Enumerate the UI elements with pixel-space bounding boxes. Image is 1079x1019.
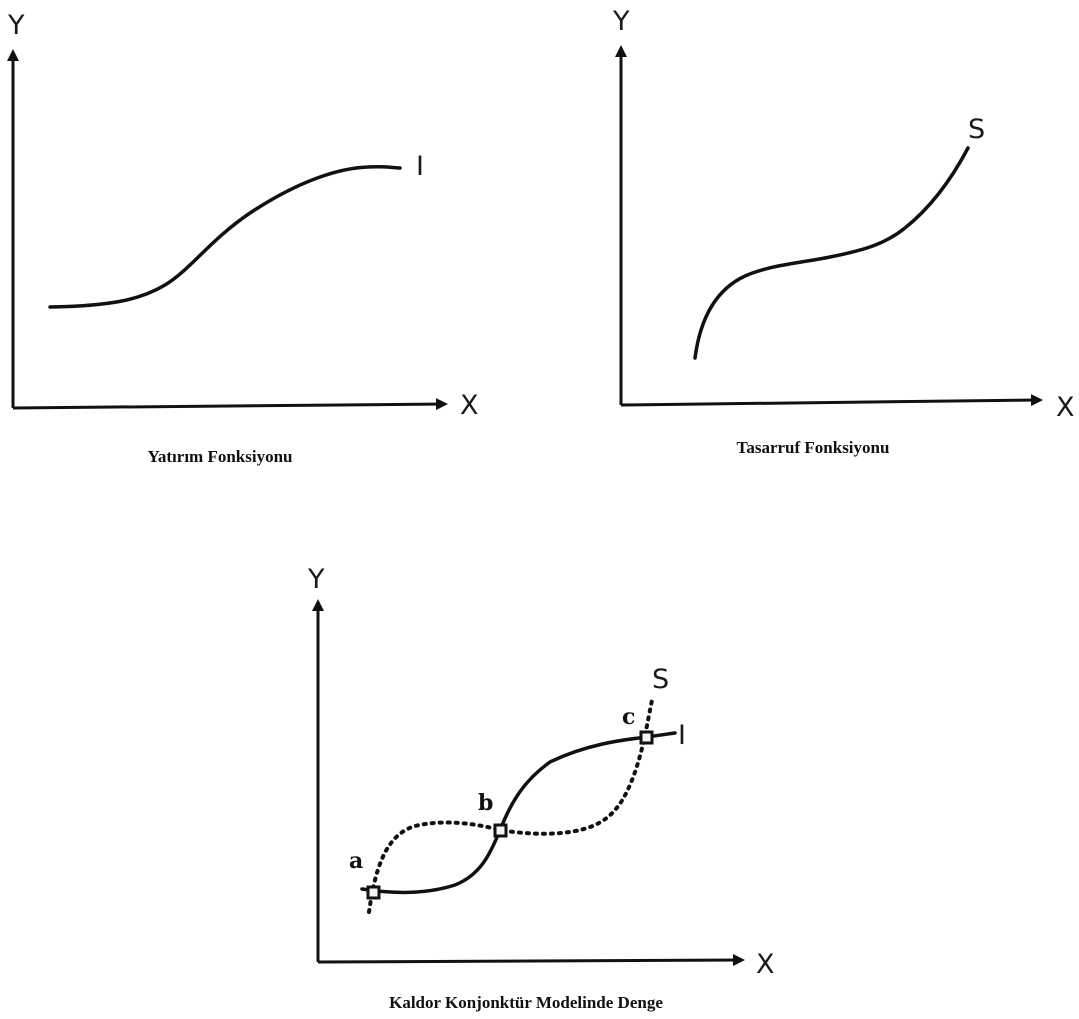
saving-y-axis-label: Y — [612, 6, 630, 37]
equilibrium-point-a — [366, 885, 381, 900]
equilibrium-point-b — [493, 823, 508, 838]
investment-caption: Yatırım Fonksiyonu — [148, 447, 293, 466]
saving-x-axis-label: X — [1056, 392, 1075, 423]
saving-caption: Tasarruf Fonksiyonu — [737, 438, 890, 457]
equilibrium-investment-curve — [360, 731, 677, 895]
investment-x-axis — [12, 398, 448, 411]
equilibrium-panel: Y X S I a b c Kaldor Konjonktür Modelind… — [307, 564, 775, 1012]
saving-panel: Y X S Tasarruf Fonksiyonu — [612, 6, 1075, 457]
investment-y-axis-label: Y — [7, 10, 25, 41]
equilibrium-caption: Kaldor Konjonktür Modelinde Denge — [389, 993, 663, 1012]
equilibrium-point-b-label: b — [478, 790, 493, 816]
equilibrium-saving-label: S — [652, 664, 669, 695]
investment-panel: Y X I Yatırım Fonksiyonu — [6, 10, 479, 466]
equilibrium-y-axis-label: Y — [307, 564, 325, 595]
equilibrium-investment-label: I — [678, 720, 686, 751]
investment-curve-label: I — [416, 151, 424, 182]
equilibrium-x-axis-label: X — [756, 949, 775, 980]
equilibrium-point-a-label: a — [349, 848, 363, 874]
equilibrium-point-c — [639, 730, 654, 745]
saving-x-axis — [620, 394, 1043, 407]
investment-x-axis-label: X — [460, 390, 479, 421]
equilibrium-point-c-label: c — [622, 704, 635, 730]
saving-curve-label: S — [968, 114, 985, 145]
equilibrium-x-axis — [317, 954, 745, 967]
investment-curve — [48, 164, 402, 309]
equilibrium-saving-curve — [367, 698, 654, 914]
saving-curve — [693, 146, 970, 360]
